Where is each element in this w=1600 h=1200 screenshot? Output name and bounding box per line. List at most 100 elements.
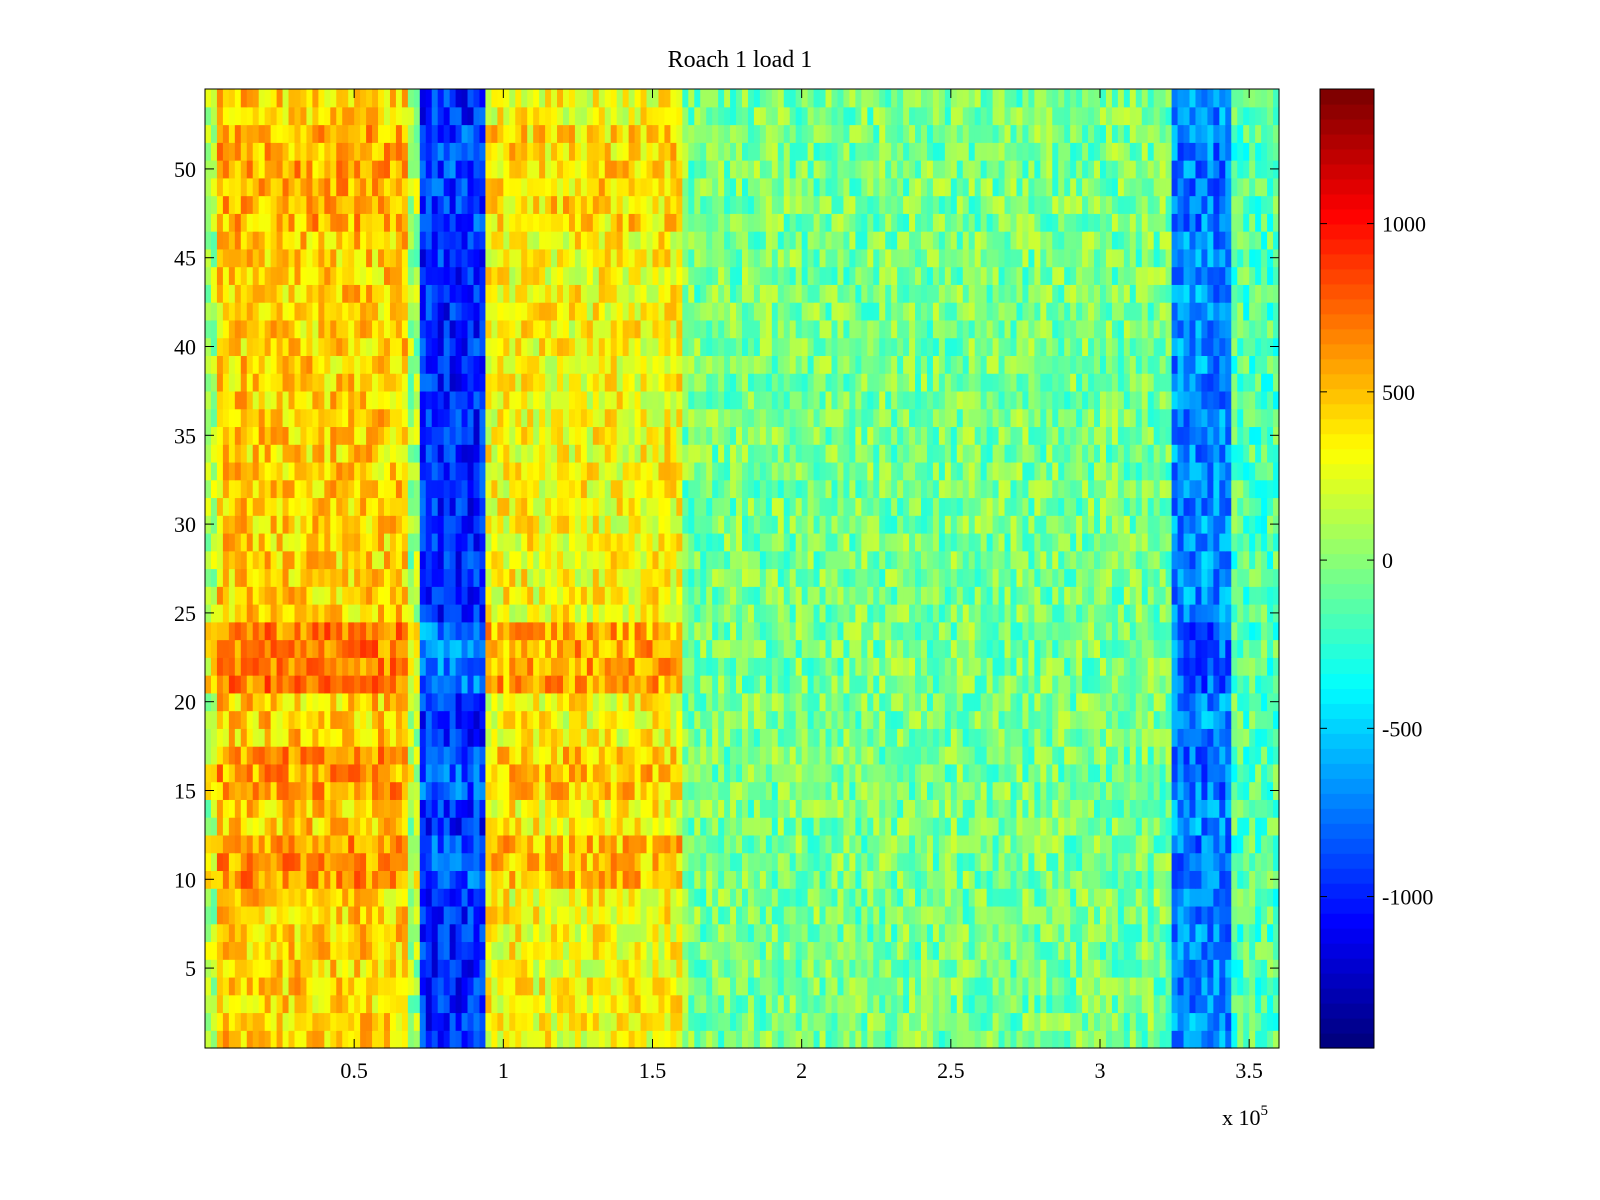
heatmap-cell bbox=[998, 781, 1006, 800]
heatmap-cell bbox=[228, 870, 236, 889]
heatmap-cell bbox=[986, 888, 994, 907]
heatmap-cell bbox=[1022, 568, 1029, 587]
heatmap-cell bbox=[330, 923, 337, 943]
heatmap-cell bbox=[515, 817, 522, 836]
heatmap-cell bbox=[1004, 746, 1012, 765]
heatmap-cell bbox=[1195, 781, 1203, 800]
heatmap-cell bbox=[950, 888, 958, 907]
heatmap-cell bbox=[1219, 657, 1226, 676]
heatmap-cell bbox=[1064, 621, 1071, 641]
heatmap-cell bbox=[384, 746, 391, 765]
heatmap-cell bbox=[276, 905, 284, 925]
heatmap-cell bbox=[604, 621, 612, 641]
heatmap-cell bbox=[491, 888, 498, 907]
heatmap-cell bbox=[509, 746, 516, 765]
heatmap-cell bbox=[897, 941, 904, 960]
heatmap-cell bbox=[1111, 621, 1119, 641]
heatmap-cell bbox=[825, 621, 833, 641]
heatmap-cell bbox=[473, 994, 481, 1014]
heatmap-cell bbox=[789, 746, 797, 765]
heatmap-cell bbox=[1243, 852, 1250, 872]
heatmap-cell bbox=[557, 870, 564, 889]
heatmap-cell bbox=[837, 657, 845, 676]
heatmap-cell bbox=[205, 1012, 212, 1031]
heatmap-cell bbox=[461, 621, 469, 641]
heatmap-cell bbox=[777, 1012, 785, 1031]
heatmap-cell bbox=[783, 675, 791, 694]
heatmap-cell bbox=[688, 675, 695, 694]
heatmap-cell bbox=[1147, 923, 1155, 943]
heatmap-cell bbox=[491, 799, 498, 818]
heatmap-cell bbox=[628, 710, 636, 729]
heatmap-cell bbox=[1046, 710, 1053, 729]
heatmap-cell bbox=[825, 888, 833, 907]
heatmap-cell bbox=[867, 834, 874, 854]
heatmap-cell bbox=[342, 976, 349, 996]
heatmap-cell bbox=[1135, 692, 1143, 712]
heatmap-cell bbox=[449, 604, 457, 623]
heatmap-cell bbox=[586, 1030, 594, 1049]
heatmap-cell bbox=[944, 959, 952, 978]
heatmap-cell bbox=[431, 586, 439, 605]
heatmap-cell bbox=[1213, 852, 1220, 872]
heatmap-cell bbox=[801, 817, 809, 836]
heatmap-cell bbox=[318, 746, 325, 765]
heatmap-cell bbox=[962, 870, 970, 889]
heatmap-cell bbox=[998, 994, 1006, 1014]
heatmap-cell bbox=[1153, 586, 1161, 605]
heatmap-cell bbox=[1129, 799, 1137, 818]
heatmap-cell bbox=[598, 976, 606, 996]
heatmap-cell bbox=[551, 675, 558, 694]
heatmap-cell bbox=[1111, 1012, 1119, 1031]
heatmap-cell bbox=[915, 728, 922, 747]
heatmap-cell bbox=[789, 994, 797, 1014]
heatmap-cell bbox=[962, 852, 970, 872]
heatmap-cell bbox=[336, 870, 343, 889]
heatmap-cell bbox=[628, 799, 636, 818]
heatmap-cell bbox=[491, 1030, 498, 1049]
heatmap-cell bbox=[1052, 852, 1059, 872]
heatmap-cell bbox=[1034, 976, 1041, 996]
heatmap-cell bbox=[718, 604, 725, 623]
heatmap-cell bbox=[461, 888, 469, 907]
heatmap-cell bbox=[306, 870, 313, 889]
heatmap-cell bbox=[372, 870, 379, 889]
heatmap-cell bbox=[598, 905, 606, 925]
heatmap-cell bbox=[950, 1012, 958, 1031]
heatmap-cell bbox=[819, 550, 827, 570]
heatmap-cell bbox=[759, 817, 767, 836]
heatmap-cell bbox=[1243, 799, 1250, 818]
heatmap-cell bbox=[479, 976, 487, 996]
heatmap-cell bbox=[234, 763, 242, 783]
heatmap-cell bbox=[1040, 1012, 1047, 1031]
heatmap-cell bbox=[551, 728, 558, 747]
heatmap-cell bbox=[1076, 639, 1083, 658]
heatmap-cell bbox=[1213, 728, 1220, 747]
heatmap-cell bbox=[986, 959, 994, 978]
heatmap-cell bbox=[449, 941, 457, 960]
heatmap-cell bbox=[789, 675, 797, 694]
heatmap-cell bbox=[551, 870, 558, 889]
heatmap-cell bbox=[288, 959, 296, 978]
heatmap-cell bbox=[879, 888, 886, 907]
heatmap-cell bbox=[1177, 976, 1185, 996]
heatmap-cell bbox=[1183, 586, 1191, 605]
heatmap-cell bbox=[586, 799, 594, 818]
heatmap-cell bbox=[1153, 781, 1161, 800]
heatmap-cell bbox=[921, 639, 928, 658]
heatmap-cell bbox=[539, 817, 546, 836]
heatmap-cell bbox=[336, 728, 343, 747]
heatmap-cell bbox=[324, 1030, 331, 1049]
heatmap-cell bbox=[652, 1030, 660, 1049]
heatmap-cell bbox=[407, 550, 415, 570]
heatmap-cell bbox=[622, 905, 630, 925]
heatmap-cell bbox=[783, 604, 791, 623]
heatmap-cell bbox=[640, 710, 648, 729]
heatmap-cell bbox=[354, 994, 361, 1014]
heatmap-cell bbox=[503, 905, 510, 925]
heatmap-cell bbox=[861, 976, 868, 996]
heatmap-cell bbox=[1016, 923, 1024, 943]
heatmap-cell bbox=[706, 621, 713, 641]
heatmap-cell bbox=[664, 639, 671, 658]
heatmap-cell bbox=[1058, 657, 1065, 676]
